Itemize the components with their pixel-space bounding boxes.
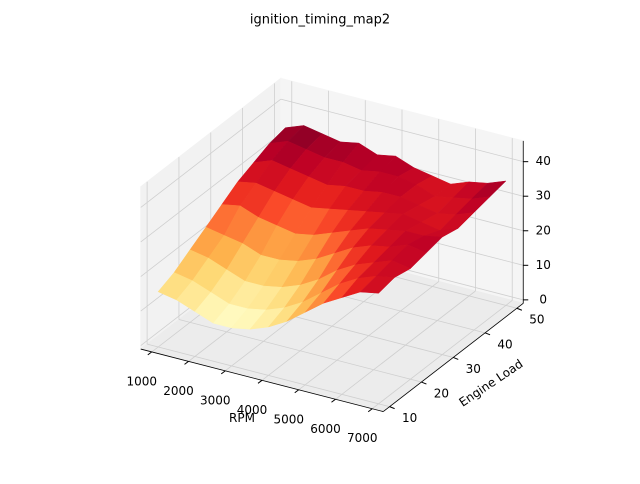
x-tick-label: 7000: [347, 431, 378, 445]
tick-mark: [331, 398, 336, 403]
tick-mark: [184, 360, 189, 365]
grid-line: [140, 98, 282, 208]
chart-title: ignition_timing_map2: [250, 13, 390, 28]
y-tick-label: 30: [466, 362, 481, 376]
x-tick-label: 6000: [310, 422, 341, 436]
z-tick-label: 40: [536, 154, 551, 168]
x-tick-label: 3000: [200, 393, 231, 407]
x-axis: [140, 348, 384, 412]
y-axis: [382, 302, 524, 412]
tick-mark: [484, 332, 491, 336]
tick-mark: [421, 381, 427, 385]
x-axis-label: RPM: [229, 411, 255, 425]
y-tick-label: 40: [497, 337, 512, 351]
tick-mark: [257, 379, 263, 384]
tick-mark: [453, 356, 459, 360]
grid-line: [178, 319, 422, 383]
z-tick-label: 10: [536, 258, 551, 272]
tick-mark: [389, 406, 395, 410]
tick-mark: [147, 351, 153, 356]
x-tick-label: 2000: [163, 384, 194, 398]
tick-mark: [516, 307, 523, 311]
tick-mark: [294, 389, 300, 394]
x-tick-label: 1000: [127, 374, 158, 388]
grid-line: [140, 133, 282, 243]
tick-mark: [367, 408, 373, 413]
surface-patch: [359, 275, 396, 294]
z-tick-label: 0: [539, 292, 547, 306]
grid-line: [280, 98, 524, 163]
y-tick-label: 50: [529, 313, 544, 327]
z-tick-label: 30: [536, 189, 551, 203]
x-tick-label: 4000: [237, 403, 268, 417]
z-tick-label: 20: [536, 223, 551, 237]
y-tick-label: 10: [402, 411, 417, 425]
tick-mark: [220, 370, 226, 375]
y-tick-label: 20: [434, 387, 449, 401]
grid-line: [147, 343, 390, 408]
x-tick-label: 5000: [273, 412, 304, 426]
